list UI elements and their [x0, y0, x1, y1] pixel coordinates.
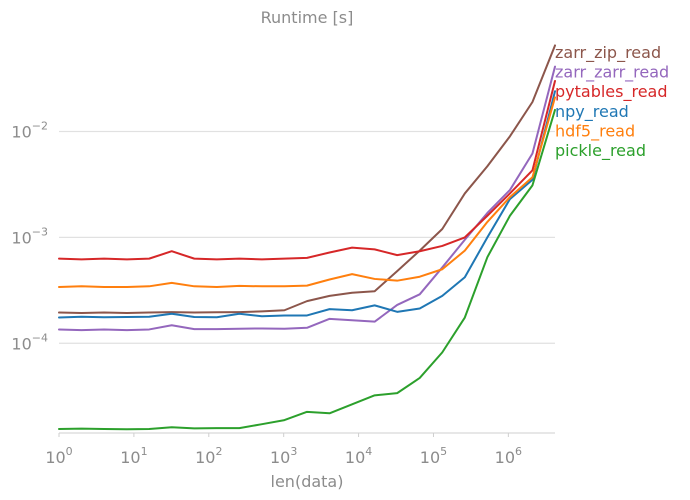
series-line-zarr-zarr-read [58, 65, 556, 332]
series-line-npy-read [58, 90, 556, 319]
series-line-zarr-zip-read [58, 44, 556, 315]
x-tick-label: 104 [345, 445, 372, 467]
x-tick-exponent: 4 [365, 445, 372, 458]
series-line-pytables-read [58, 80, 556, 261]
series-line-pickle-read [58, 108, 556, 431]
x-tick-exponent: 2 [215, 445, 222, 458]
legend-label-pickle-read: pickle_read [555, 141, 646, 161]
x-tick-base: 10 [195, 448, 215, 467]
x-tick-label: 100 [45, 445, 72, 467]
x-tick-base: 10 [495, 448, 515, 467]
y-tick-labels: 10−410−310−2 [11, 120, 48, 354]
x-tick-label: 101 [120, 445, 147, 467]
series-lines [58, 44, 556, 431]
legend-label-zarr-zip-read: zarr_zip_read [555, 43, 661, 63]
series-line-hdf5-read [58, 96, 556, 288]
x-tick-label: 106 [495, 445, 522, 467]
x-axis-label: len(data) [271, 472, 344, 491]
x-tick-base: 10 [45, 448, 65, 467]
y-tick-label: 10−3 [11, 225, 48, 247]
x-tick-label: 105 [420, 445, 447, 467]
y-tick-exponent: −4 [32, 331, 48, 344]
x-tick-exponent: 3 [290, 445, 297, 458]
x-tick-base: 10 [270, 448, 290, 467]
x-tick-label: 102 [195, 445, 222, 467]
y-tick-exponent: −3 [32, 225, 48, 238]
y-tick-base: 10 [11, 123, 31, 142]
x-tick-exponent: 1 [141, 445, 148, 458]
y-tick-base: 10 [11, 334, 31, 353]
legend-label-zarr-zarr-read: zarr_zarr_read [555, 63, 669, 83]
y-tick-exponent: −2 [32, 120, 48, 133]
x-tick-exponent: 5 [440, 445, 447, 458]
legend-label-hdf5-read: hdf5_read [555, 121, 635, 141]
y-tick-label: 10−4 [11, 331, 48, 353]
inline-legend: zarr_zip_readzarr_zarr_readpytables_read… [555, 43, 669, 161]
x-tick-label: 103 [270, 445, 297, 467]
x-tick-labels: 100 101 102 103 104 105 106 [45, 433, 522, 467]
y-tick-label: 10−2 [11, 120, 48, 142]
chart-title: Runtime [s] [261, 8, 354, 27]
legend-label-pytables-read: pytables_read [555, 82, 668, 102]
x-tick-base: 10 [120, 448, 140, 467]
y-tick-base: 10 [11, 228, 31, 247]
legend-label-npy-read: npy_read [555, 102, 629, 122]
y-gridlines [59, 130, 555, 344]
x-tick-exponent: 6 [515, 445, 522, 458]
x-tick-exponent: 0 [66, 445, 73, 458]
x-tick-base: 10 [420, 448, 440, 467]
x-tick-base: 10 [345, 448, 365, 467]
